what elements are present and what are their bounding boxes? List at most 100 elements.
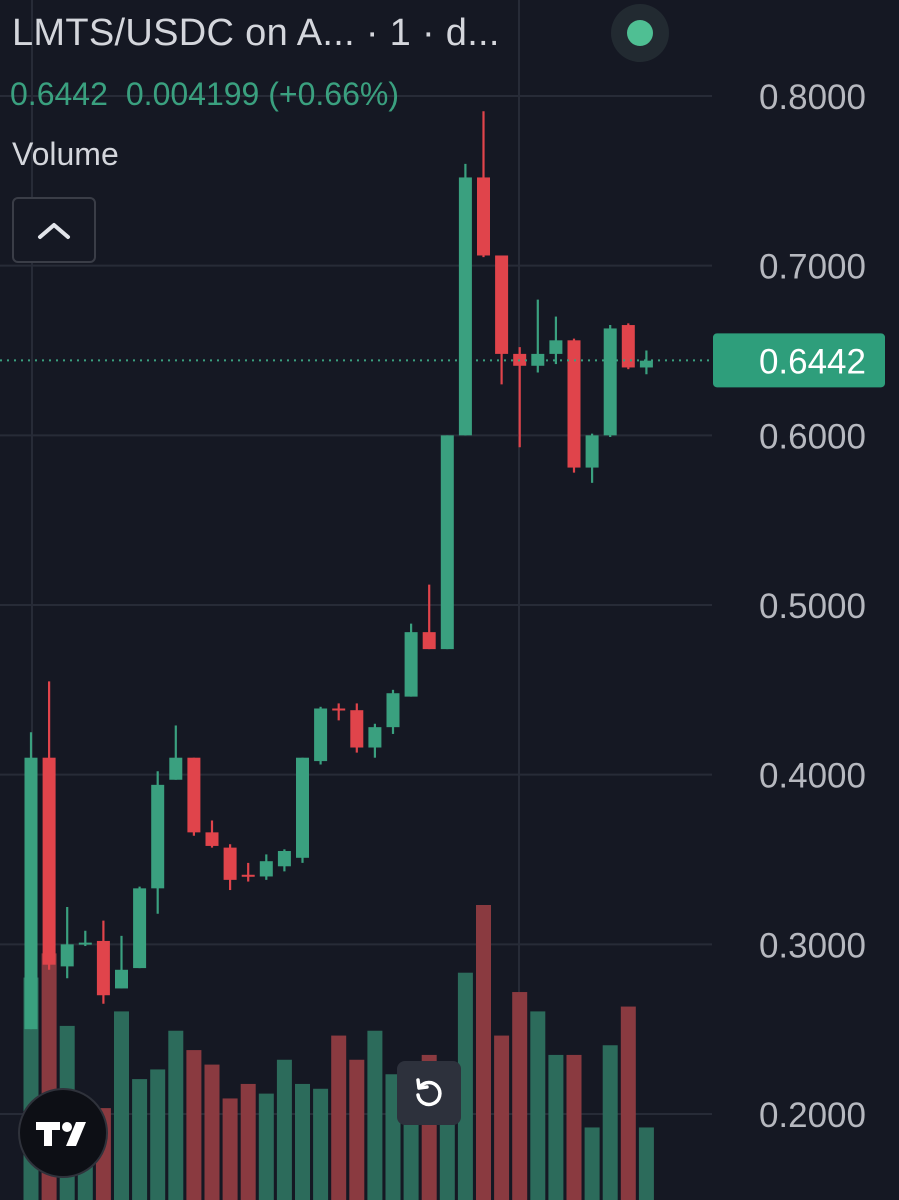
candle-body: [386, 693, 400, 728]
tradingview-logo-icon[interactable]: [18, 1088, 108, 1178]
candle[interactable]: [296, 757, 309, 863]
volume-bar: [295, 1083, 310, 1200]
candle-body: [621, 325, 635, 368]
candle-body: [115, 969, 128, 989]
grid-lines: [0, 0, 712, 1200]
candle-body: [585, 435, 599, 468]
candle-body: [241, 874, 255, 877]
candle-body: [151, 784, 165, 889]
price-change-percent: (+0.66%): [268, 76, 399, 112]
candle[interactable]: [458, 163, 472, 436]
candle[interactable]: [440, 435, 454, 650]
candle[interactable]: [169, 725, 183, 780]
price-change: 0.004199: [125, 76, 260, 112]
volume-bar: [331, 1035, 347, 1200]
candle[interactable]: [495, 255, 509, 385]
volume-bar: [367, 1030, 383, 1200]
candle[interactable]: [332, 703, 346, 721]
volume-bar: [512, 992, 528, 1200]
candle-body: [205, 832, 219, 846]
reset-chart-button[interactable]: [397, 1061, 461, 1125]
interval-label: · 1 · d...: [354, 12, 500, 54]
last-price: 0.6442: [10, 76, 108, 112]
volume-bars: [23, 905, 654, 1200]
volume-bar: [584, 1127, 600, 1200]
candle-body: [458, 177, 472, 436]
symbol-title[interactable]: LMTS/USDC on A... · 1 · d...: [12, 12, 500, 55]
candle[interactable]: [60, 907, 74, 979]
candle[interactable]: [513, 347, 527, 448]
candle[interactable]: [386, 689, 400, 734]
volume-bar: [313, 1088, 329, 1200]
candle-body: [24, 757, 38, 1030]
candle-body: [332, 708, 346, 711]
candle-body: [440, 435, 454, 650]
candle-body: [296, 757, 309, 858]
candle-body: [404, 632, 418, 697]
candle[interactable]: [277, 849, 291, 872]
price-tick-label: 0.7000: [759, 248, 866, 287]
candle-body: [78, 942, 92, 945]
candle[interactable]: [78, 930, 92, 947]
status-dot-icon[interactable]: [611, 4, 669, 62]
volume-bar: [566, 1054, 582, 1200]
candle-body: [549, 340, 563, 354]
price-tick-label: 0.3000: [759, 926, 866, 965]
candle[interactable]: [350, 703, 364, 753]
candle-body: [169, 757, 183, 780]
volume-bar: [548, 1054, 564, 1200]
price-axis[interactable]: 0.8000 0.7000 0.6000 0.5000 0.4000 0.3000 0.20…: [713, 78, 885, 1135]
volume-bar: [494, 1035, 510, 1200]
candle[interactable]: [96, 920, 110, 1004]
market-status-indicator: [627, 20, 653, 46]
volume-bar: [385, 1074, 401, 1200]
volume-bar: [150, 1069, 166, 1200]
candle[interactable]: [205, 820, 219, 848]
volume-bar: [602, 1045, 618, 1200]
current-price-badge[interactable]: [713, 333, 885, 388]
candle[interactable]: [133, 886, 147, 969]
collapse-legend-button[interactable]: [12, 197, 96, 263]
candle[interactable]: [187, 757, 201, 836]
candle-body: [350, 710, 364, 748]
candle-body: [223, 847, 237, 880]
volume-bar: [276, 1059, 292, 1200]
candle-body: [96, 940, 110, 996]
candle[interactable]: [115, 935, 128, 989]
candle[interactable]: [404, 623, 418, 697]
volume-indicator-label[interactable]: Volume: [12, 136, 119, 172]
candle-body: [187, 757, 201, 833]
candle[interactable]: [549, 316, 563, 365]
volume-bar: [620, 1006, 636, 1200]
logo-mark: [36, 1122, 86, 1146]
candle-body: [133, 888, 147, 969]
ohlc-legend: 0.6442 0.004199 (+0.66%): [10, 76, 399, 113]
current-price-label: 0.6442: [759, 342, 866, 381]
candle[interactable]: [603, 325, 617, 438]
volume-bar: [222, 1098, 238, 1200]
candle[interactable]: [223, 844, 237, 891]
volume-bar: [638, 1127, 654, 1200]
candle[interactable]: [567, 338, 581, 473]
candles[interactable]: [24, 111, 653, 1030]
candle-body: [277, 851, 291, 867]
candle[interactable]: [477, 111, 490, 258]
candle[interactable]: [241, 862, 255, 882]
candle[interactable]: [259, 854, 273, 880]
candle-body: [259, 861, 273, 877]
volume-bar: [530, 1011, 546, 1200]
candle[interactable]: [585, 433, 599, 483]
candle-body: [477, 177, 490, 256]
candle[interactable]: [24, 732, 38, 1030]
candle[interactable]: [42, 681, 56, 970]
candle[interactable]: [639, 350, 653, 375]
candle[interactable]: [151, 771, 165, 914]
candle[interactable]: [531, 299, 545, 373]
pair-name: LMTS/USDC on A...: [12, 12, 355, 54]
candle[interactable]: [422, 584, 436, 650]
candle[interactable]: [314, 706, 328, 765]
candle[interactable]: [368, 723, 382, 758]
candle[interactable]: [621, 323, 635, 370]
candle-body: [495, 255, 509, 354]
